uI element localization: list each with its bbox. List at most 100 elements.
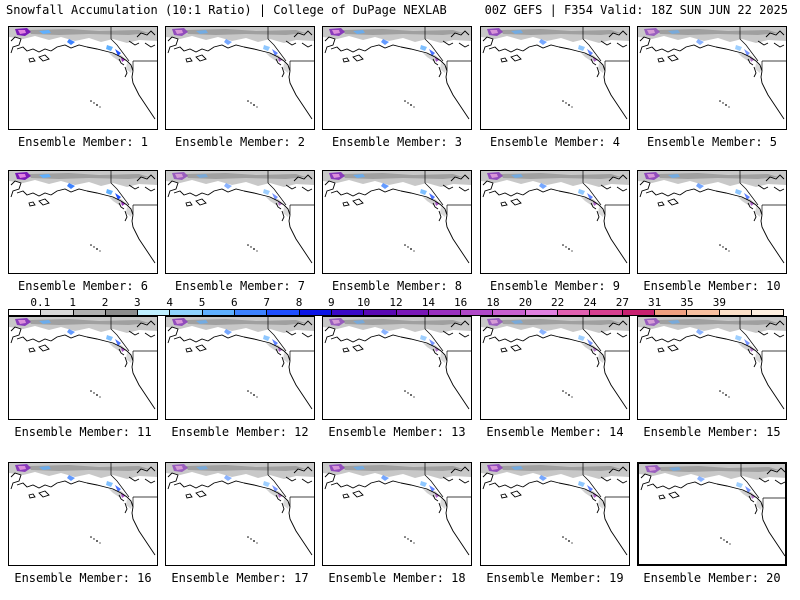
map-canvas: [9, 463, 157, 556]
ensemble-map-panel[interactable]: [637, 316, 787, 420]
ensemble-map-panel[interactable]: [322, 316, 472, 420]
colorbar-tick-label: 7: [263, 296, 270, 309]
islands: [247, 100, 258, 108]
map-canvas: [639, 464, 785, 557]
heavy-snow-shading: [487, 318, 597, 352]
colorbar-swatch: [364, 310, 397, 315]
political-borders: [110, 171, 157, 215]
ensemble-member-label: Ensemble Member: 16: [14, 571, 152, 585]
heavy-snow-shading: [172, 318, 282, 352]
colorbar-swatch: [331, 310, 365, 315]
colorbar-tick-label: 22: [551, 296, 565, 309]
colorbar-swatch: [41, 310, 74, 315]
political-borders: [424, 171, 471, 215]
ensemble-map-panel[interactable]: [8, 316, 158, 420]
islands: [562, 244, 573, 252]
islands: [404, 100, 415, 108]
colorbar-swatch: [396, 310, 429, 315]
colorbar-tick-label: 20: [518, 296, 532, 309]
colorbar-swatch: [170, 310, 203, 315]
islands: [720, 537, 731, 545]
ensemble-member-label: Ensemble Member: 3: [331, 135, 463, 149]
colorbar-tick-label: 16: [454, 296, 468, 309]
ensemble-member-label: Ensemble Member: 12: [171, 425, 309, 439]
colorbar-swatch: [558, 310, 591, 315]
ensemble-member-label: Ensemble Member: 8: [331, 279, 463, 293]
ensemble-member-label: Ensemble Member: 10: [643, 279, 781, 293]
ensemble-map-panel[interactable]: [637, 462, 787, 566]
ensemble-map-panel[interactable]: [322, 462, 472, 566]
ensemble-map-panel[interactable]: [480, 462, 630, 566]
heavy-snow-shading: [644, 172, 754, 206]
ensemble-member-label: Ensemble Member: 19: [486, 571, 624, 585]
ensemble-member-label: Ensemble Member: 9: [489, 279, 621, 293]
ensemble-member-label: Ensemble Member: 4: [489, 135, 621, 149]
map-canvas: [9, 27, 157, 120]
political-borders: [267, 27, 314, 71]
islands: [562, 100, 573, 108]
heavy-snow-shading: [329, 318, 439, 352]
ensemble-member-label: Ensemble Member: 18: [328, 571, 466, 585]
colorbar-tick-label: 0.1: [30, 296, 51, 309]
ensemble-map-panel[interactable]: [322, 170, 472, 274]
coastlines: [482, 466, 628, 556]
coastlines: [324, 466, 470, 556]
colorbar-tick-label: 12: [389, 296, 403, 309]
ensemble-map-panel[interactable]: [165, 26, 315, 130]
colorbar-swatch: [590, 310, 623, 315]
islands: [404, 536, 415, 544]
coastlines: [482, 30, 628, 120]
colorbar-tick-label: 14: [421, 296, 435, 309]
ensemble-member-label: Ensemble Member: 20: [643, 571, 781, 585]
political-borders: [110, 317, 157, 361]
coastlines: [324, 30, 470, 120]
colorbar-swatch: [267, 310, 300, 315]
map-canvas: [323, 171, 471, 264]
ensemble-map-panel[interactable]: [322, 26, 472, 130]
ensemble-member-label: Ensemble Member: 5: [646, 135, 778, 149]
colorbar-swatch: [751, 310, 784, 315]
map-canvas: [9, 317, 157, 410]
map-canvas: [638, 317, 786, 410]
ensemble-map-panel[interactable]: [637, 170, 787, 274]
political-borders: [267, 171, 314, 215]
heavy-snow-shading: [172, 172, 282, 206]
ensemble-map-panel[interactable]: [637, 26, 787, 130]
coastlines: [639, 320, 785, 410]
map-canvas: [638, 27, 786, 120]
ensemble-map-panel[interactable]: [165, 462, 315, 566]
colorbar-swatch: [202, 310, 236, 315]
colorbar-swatch: [105, 310, 139, 315]
ensemble-map-panel[interactable]: [165, 170, 315, 274]
islands: [404, 390, 415, 398]
map-canvas: [481, 463, 629, 556]
ensemble-map-panel[interactable]: [8, 170, 158, 274]
ensemble-map-panel[interactable]: [480, 26, 630, 130]
colorbar-swatch: [428, 310, 462, 315]
coastlines: [324, 320, 470, 410]
ensemble-map-panel[interactable]: [480, 316, 630, 420]
map-canvas: [166, 27, 314, 120]
colorbar-tick-label: 1: [69, 296, 76, 309]
ensemble-map-panel[interactable]: [8, 26, 158, 130]
coastlines: [482, 320, 628, 410]
coastlines: [639, 30, 785, 120]
colorbar-tick-label: 35: [680, 296, 694, 309]
ensemble-map-panel[interactable]: [480, 170, 630, 274]
heavy-snow-shading: [15, 28, 125, 62]
map-canvas: [323, 463, 471, 556]
ensemble-map-panel[interactable]: [165, 316, 315, 420]
colorbar-tick-label: 10: [357, 296, 371, 309]
islands: [404, 244, 415, 252]
political-borders: [424, 27, 471, 71]
map-title: Snowfall Accumulation (10:1 Ratio) | Col…: [6, 3, 447, 17]
colorbar-tick-label: 5: [198, 296, 206, 309]
ensemble-member-label: Ensemble Member: 17: [171, 571, 309, 585]
ensemble-map-panel[interactable]: [8, 462, 158, 566]
coastlines: [167, 30, 313, 120]
colorbar-swatch: [9, 310, 42, 315]
political-borders: [110, 27, 157, 71]
heavy-snow-shading: [15, 464, 125, 498]
political-borders: [267, 463, 314, 507]
map-canvas: [166, 317, 314, 410]
